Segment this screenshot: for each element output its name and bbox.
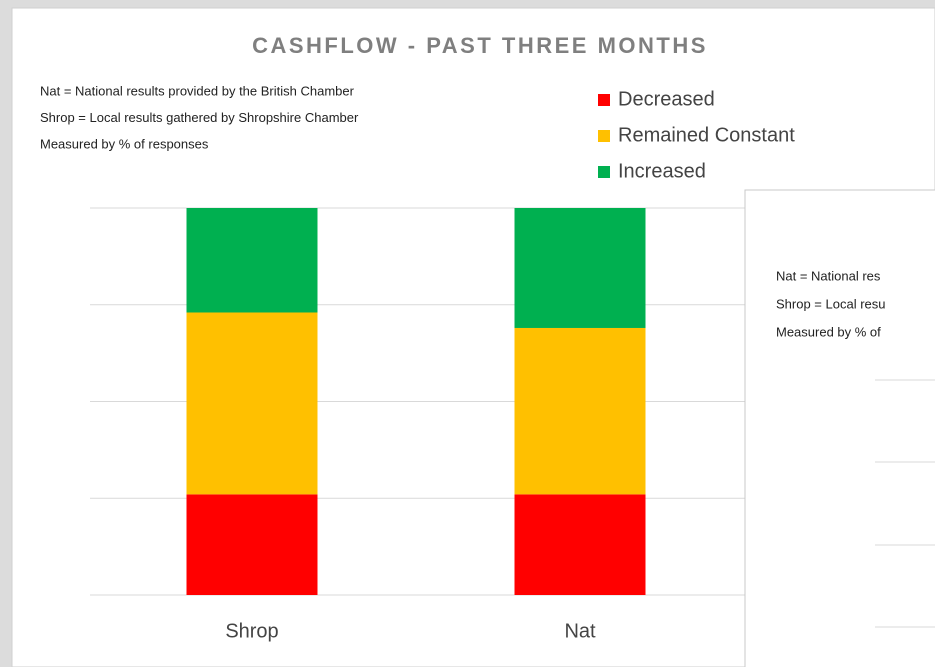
bar-segment [514,208,646,328]
x-tick-label: Shrop [225,620,278,642]
x-tick-label: Nat [564,620,596,642]
bar-segment [186,494,318,595]
overlay-background [744,189,935,667]
bar-segment [186,208,318,313]
chart-title: CASHFLOW - PAST THREE MONTHS [252,33,708,58]
overlay-panel: Nat = National res Shrop = Local resu Me… [744,189,935,667]
bar-segment [186,312,318,495]
note: Measured by % of responses [40,136,209,151]
legend-label: Decreased [618,88,715,110]
legend-label: Remained Constant [618,124,795,146]
overlay-note: Shrop = Local resu [776,296,885,311]
legend-label: Increased [618,160,706,182]
legend-swatch [598,166,610,178]
note: Shrop = Local results gathered by Shrops… [40,110,359,125]
overlay-note: Nat = National res [776,268,881,283]
plot: Nat = National results provided by the B… [40,83,795,642]
bar-segment [514,494,646,595]
legend-swatch [598,130,610,142]
bar-segment [514,327,646,495]
legend-swatch [598,94,610,106]
note: Nat = National results provided by the B… [40,83,355,98]
overlay-note: Measured by % of [776,324,881,339]
